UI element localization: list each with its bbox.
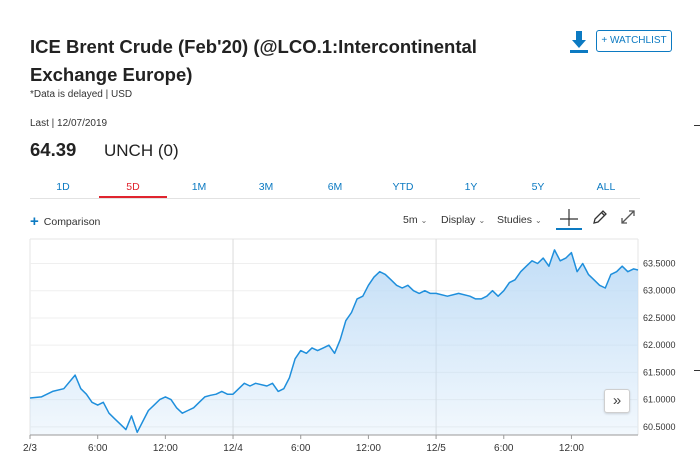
x-tick-label: 2/3 xyxy=(23,443,37,454)
edge-marker xyxy=(694,125,700,126)
chevron-down-icon: ⌄ xyxy=(420,216,428,225)
x-tick-label: 12:00 xyxy=(559,443,584,454)
price-change: UNCH (0) xyxy=(104,141,179,160)
tab-6m[interactable]: 6M xyxy=(327,181,343,193)
x-tick-label: 6:00 xyxy=(88,443,108,454)
tab-ytd[interactable]: YTD xyxy=(392,181,414,193)
crosshair-icon[interactable] xyxy=(556,208,582,230)
studies-dropdown[interactable]: Studies ⌄ xyxy=(497,214,542,226)
x-tick-label: 12/5 xyxy=(426,443,446,454)
tab-1d[interactable]: 1D xyxy=(56,181,70,193)
x-tick-label: 6:00 xyxy=(291,443,311,454)
expand-icon[interactable] xyxy=(619,208,637,226)
add-to-watchlist-button[interactable]: + WATCHLIST xyxy=(596,30,672,52)
y-tick-label: 63.0000 xyxy=(643,286,676,296)
price-chart[interactable]: 63.5000 63.0000 62.5000 62.0000 61.5000 61.00… xyxy=(0,236,700,463)
edge-marker xyxy=(694,370,700,371)
plus-icon: + xyxy=(30,213,39,230)
page-title: ICE Brent Crude (Feb'20) (@LCO.1:Interco… xyxy=(30,36,477,85)
y-tick-label: 63.5000 xyxy=(643,259,676,269)
x-tick-label: 6:00 xyxy=(494,443,514,454)
x-tick-label: 12:00 xyxy=(356,443,381,454)
y-tick-label: 61.0000 xyxy=(643,395,676,405)
x-tick-label: 12:00 xyxy=(153,443,178,454)
interval-label: 5m xyxy=(403,214,418,226)
comparison-label: Comparison xyxy=(43,216,101,228)
tab-1y[interactable]: 1Y xyxy=(464,181,478,193)
chart-toolbar: + Comparison 5m ⌄ Display ⌄ Studies ⌄ xyxy=(30,207,642,233)
price-series-line xyxy=(29,249,639,434)
tab-5y[interactable]: 5Y xyxy=(531,181,545,193)
delayed-note: *Data is delayed | USD xyxy=(30,89,133,100)
interval-dropdown[interactable]: 5m ⌄ xyxy=(403,214,427,226)
tab-all[interactable]: ALL xyxy=(596,181,616,193)
time-range-tabs: 1D 5D 1M 3M 6M YTD 1Y 5Y ALL xyxy=(30,177,640,199)
display-label: Display xyxy=(441,214,476,226)
x-tick-label: 12/4 xyxy=(223,443,243,454)
chevron-down-icon: ⌄ xyxy=(478,216,486,225)
y-tick-label: 60.5000 xyxy=(643,422,676,432)
display-dropdown[interactable]: Display ⌄ xyxy=(441,214,485,226)
y-tick-label: 61.5000 xyxy=(643,367,676,377)
double-chevron-right-icon: » xyxy=(612,392,622,409)
price-area-fill xyxy=(30,249,638,435)
y-tick-label: 62.0000 xyxy=(643,340,676,350)
tab-1m[interactable]: 1M xyxy=(191,181,207,193)
download-icon[interactable] xyxy=(569,30,589,54)
pencil-icon[interactable] xyxy=(591,208,609,226)
tab-5d[interactable]: 5D xyxy=(99,177,167,198)
comparison-button[interactable]: + Comparison xyxy=(30,213,100,230)
price-chart-svg: 63.5000 63.0000 62.5000 62.0000 61.5000 61.00… xyxy=(23,238,676,454)
last-price-label: Last | 12/07/2019 xyxy=(30,118,108,129)
y-tick-label: 62.5000 xyxy=(643,313,676,323)
chevron-down-icon: ⌄ xyxy=(535,216,542,225)
tab-3m[interactable]: 3M xyxy=(258,181,274,193)
scroll-right-button[interactable]: » xyxy=(604,389,630,413)
studies-label: Studies xyxy=(497,214,533,226)
last-price-value: 64.39 xyxy=(30,139,77,160)
